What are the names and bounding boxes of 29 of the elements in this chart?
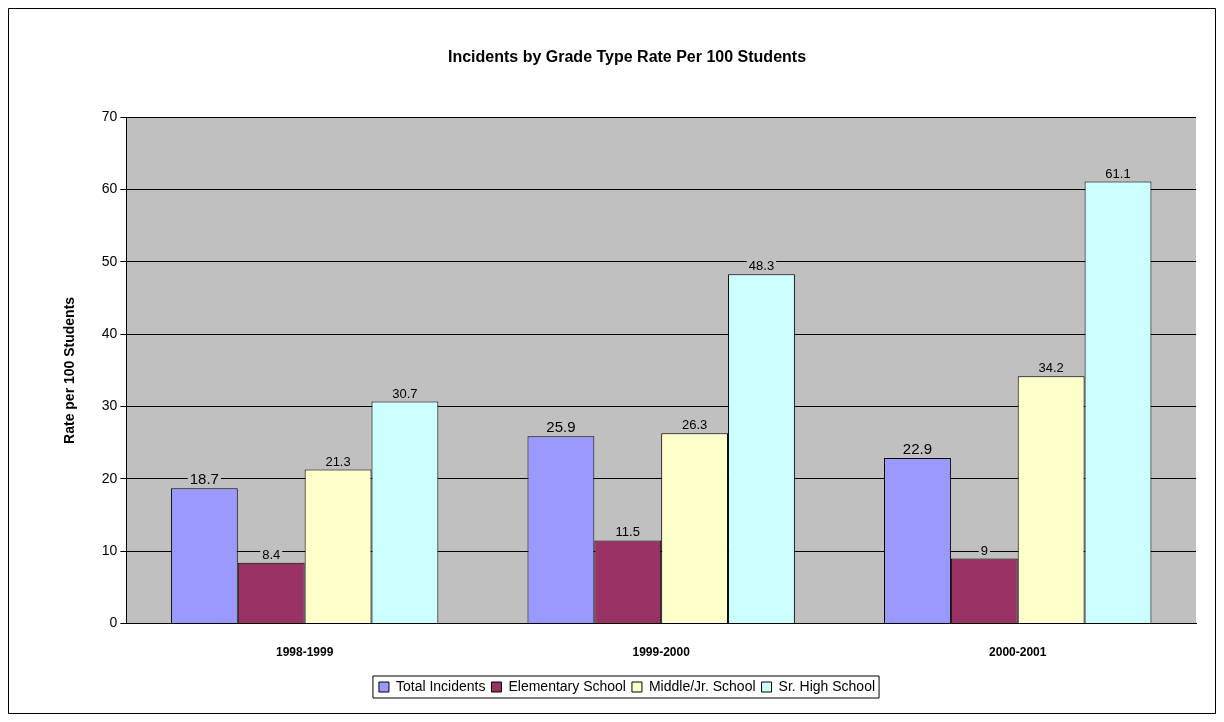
- legend-label: Elementary School: [508, 677, 626, 694]
- legend-label: Middle/Jr. School: [648, 677, 756, 694]
- y-tick-label: 70: [101, 108, 118, 125]
- data-label: 21.3: [325, 453, 351, 469]
- data-label: 9: [980, 542, 988, 558]
- y-tick-label: 10: [101, 542, 118, 559]
- data-label: 26.3: [681, 417, 708, 433]
- data-label: 11.5: [615, 524, 640, 540]
- chart-title: Incidents by Grade Type Rate Per 100 Students: [447, 48, 807, 66]
- x-tick-label: 1999-2000: [632, 645, 691, 660]
- y-tick-label: 20: [101, 469, 118, 486]
- x-tick-label: 1998-1999: [275, 645, 334, 660]
- y-tick-label: 30: [101, 397, 118, 414]
- data-label: 8.4: [262, 546, 281, 562]
- y-tick-label: 60: [101, 180, 118, 197]
- data-label: 25.9: [546, 417, 576, 435]
- data-label: 18.7: [189, 469, 219, 487]
- data-label: 48.3: [748, 258, 775, 274]
- legend-label: Sr. High School: [778, 677, 876, 694]
- y-axis-title: Rate per 100 Students: [61, 296, 78, 444]
- y-tick-label: 50: [101, 252, 118, 269]
- data-label: 22.9: [902, 439, 933, 457]
- x-tick-label: 2000-2001: [989, 645, 1047, 660]
- y-tick-label: 0: [109, 614, 118, 631]
- y-tick-label: 40: [101, 325, 118, 342]
- data-label: 61.1: [1105, 165, 1131, 181]
- data-label: 30.7: [392, 385, 418, 401]
- legend-label: Total Incidents: [395, 677, 486, 694]
- data-label: 34.2: [1038, 360, 1064, 376]
